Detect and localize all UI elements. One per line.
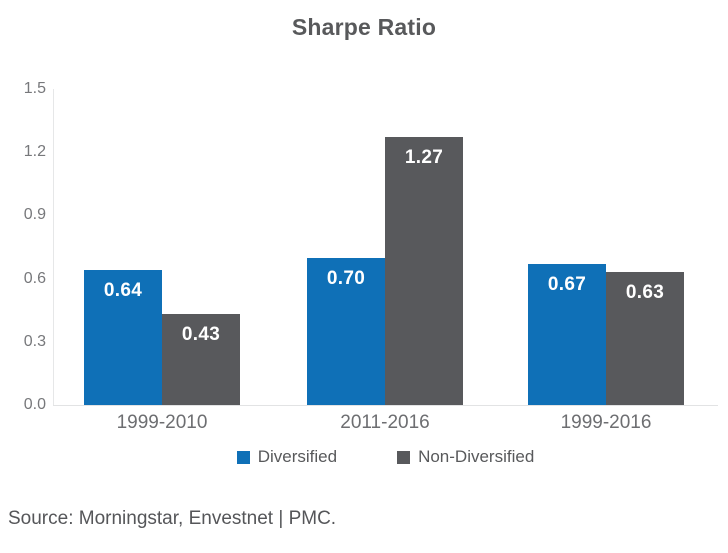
- bar-non-diversified: 0.63: [606, 272, 684, 405]
- bar-groups: 0.64 0.43 1999-2010 0.70 1.27 2011-2016 0.67 0.…: [0, 89, 728, 433]
- bar-value-label: 0.70: [326, 268, 366, 289]
- bar-non-diversified: 0.43: [162, 314, 240, 405]
- chart-title: Sharpe Ratio: [291, 14, 437, 40]
- y-tick-label: 0.0: [23, 396, 46, 413]
- legend: Diversified Non-Diversified: [53, 447, 718, 467]
- bar-diversified: 0.67: [528, 264, 606, 405]
- x-category-label: 1999-2010: [116, 412, 208, 433]
- legend-swatch-icon: [397, 450, 411, 464]
- legend-item-diversified: Diversified: [236, 447, 338, 467]
- bar-diversified: 0.64: [84, 270, 162, 405]
- x-category-label: 1999-2016: [560, 412, 652, 433]
- bar-value-label: 0.67: [547, 274, 587, 295]
- bar-group: 0.67 0.63 1999-2016: [528, 89, 684, 433]
- y-tick-label: 1.2: [23, 143, 46, 161]
- bar-diversified: 0.70: [307, 258, 385, 405]
- y-tick-label: 0.9: [23, 206, 46, 224]
- bar-group: 0.64 0.43 1999-2010: [84, 89, 240, 433]
- source-note: Source: Morningstar, Envestnet | PMC.: [8, 508, 337, 529]
- legend-label: Non-Diversified: [418, 447, 535, 466]
- bar-value-label: 1.27: [404, 147, 444, 168]
- bar-group: 0.70 1.27 2011-2016: [307, 89, 463, 433]
- bar-value-label: 0.43: [181, 324, 221, 345]
- x-axis-line: [53, 405, 718, 406]
- legend-item-non-diversified: Non-Diversified: [397, 447, 534, 467]
- bar-value-label: 0.64: [103, 280, 143, 301]
- y-tick-label: 0.6: [23, 269, 46, 287]
- x-category-label: 2011-2016: [340, 412, 430, 433]
- y-axis-line: [53, 89, 54, 405]
- plot-area: 1.5 1.2 0.9 0.6 0.3 0.0 0.64 0.43 1999-2010 0.70…: [0, 80, 728, 433]
- bar-non-diversified: 1.27: [385, 137, 463, 405]
- y-tick-label: 0.3: [23, 332, 46, 350]
- legend-label: Diversified: [257, 447, 338, 466]
- bar-value-label: 0.63: [625, 282, 665, 303]
- y-tick-label: 1.5: [23, 80, 46, 97]
- y-axis: 1.5 1.2 0.9 0.6 0.3 0.0: [0, 80, 46, 413]
- legend-swatch-icon: [236, 450, 250, 464]
